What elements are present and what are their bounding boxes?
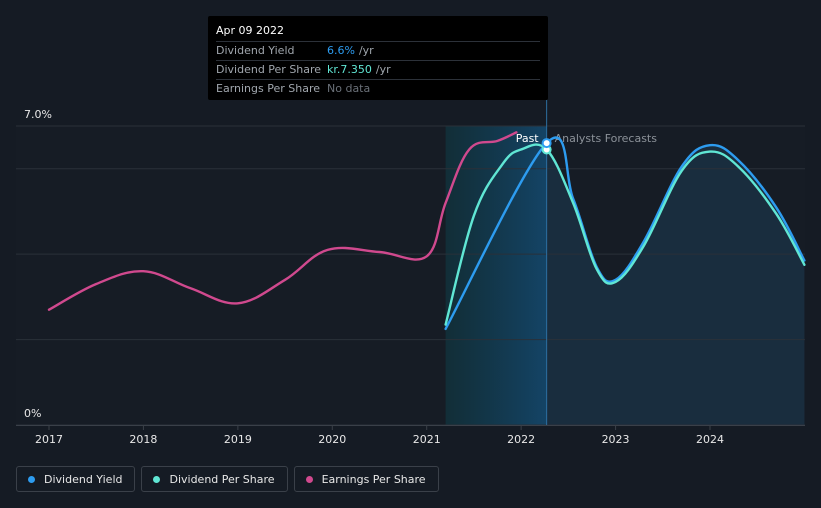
- legend-earnings-per-share[interactable]: Earnings Per Share: [293, 466, 439, 492]
- dividend-yield-dot-icon: [28, 475, 35, 483]
- legend-label: Earnings Per Share: [321, 472, 426, 486]
- forecast-area-fill: [546, 143, 805, 425]
- dividend-per-share-line: [444, 143, 806, 326]
- tooltip-unit: /yr: [375, 63, 391, 76]
- dividend-per-share-dot-icon: [153, 475, 161, 483]
- x-tick-label: 2022: [507, 433, 535, 446]
- tooltip-value: No data: [327, 82, 371, 95]
- legend-label: Dividend Yield: [44, 472, 123, 486]
- y-tick-label: 0%: [24, 407, 41, 420]
- y-tick-label: 7.0%: [24, 108, 52, 121]
- tooltip-row-dividend-yield: Dividend Yield 6.6% /yr: [216, 42, 540, 61]
- x-tick-label: 2020: [318, 433, 346, 446]
- x-tick-label: 2018: [129, 433, 157, 446]
- x-tick-label: 2023: [602, 433, 630, 446]
- earnings-per-share-dot-icon: [305, 475, 313, 483]
- hover-tooltip: Apr 09 2022 Dividend Yield 6.6% /yr Divi…: [208, 16, 548, 100]
- x-tick-label: 2019: [224, 433, 252, 446]
- tooltip-unit: /yr: [358, 44, 374, 57]
- earnings-per-share-line: [47, 131, 518, 311]
- past-highlight-band: [445, 126, 547, 425]
- past-label: Past: [516, 132, 540, 145]
- tooltip-row-dividend-per-share: Dividend Per Share kr.7.350 /yr: [216, 61, 540, 80]
- x-tick-label: 2024: [696, 433, 724, 446]
- tooltip-value: 6.6%: [327, 44, 355, 57]
- dividend-yield-line: [444, 136, 806, 331]
- tooltip-row-earnings-per-share: Earnings Per Share No data: [216, 80, 540, 98]
- legend-dividend-per-share[interactable]: Dividend Per Share: [141, 466, 288, 492]
- dividend-chart[interactable]: 2017 2018 2019 2020 2021 2022 2023 2024 7.0%0% …: [0, 0, 821, 460]
- chart-legend: Dividend Yield Dividend Per Share Earnin…: [16, 466, 439, 492]
- legend-dividend-yield[interactable]: Dividend Yield: [16, 466, 136, 492]
- tooltip-label: Dividend Per Share: [216, 63, 322, 76]
- tooltip-label: Dividend Yield: [216, 44, 295, 57]
- tooltip-label: Earnings Per Share: [216, 82, 321, 95]
- dividend-yield-marker: [541, 138, 552, 149]
- x-tick-label: 2017: [35, 433, 63, 446]
- legend-label: Dividend Per Share: [169, 472, 275, 486]
- tooltip-date: Apr 09 2022: [216, 22, 540, 42]
- forecast-label: Analysts Forecasts: [555, 132, 658, 145]
- tooltip-value: kr.7.350: [327, 63, 372, 76]
- x-tick-label: 2021: [413, 433, 441, 446]
